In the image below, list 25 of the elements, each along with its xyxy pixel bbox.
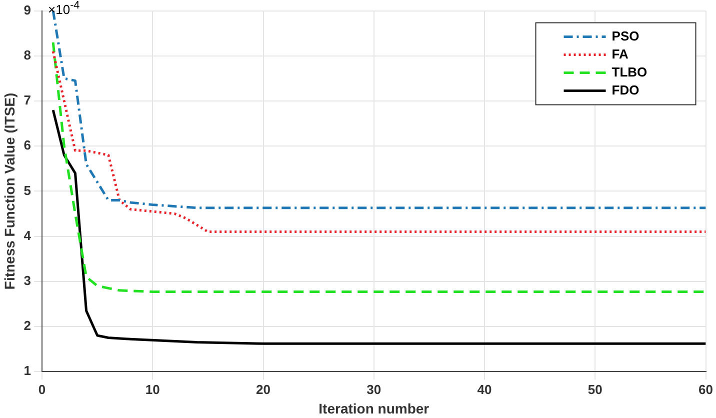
y-axis-title: Fitness Function Value (ITSE) bbox=[1, 92, 18, 290]
y-tick-label: 8 bbox=[24, 47, 32, 62]
legend-label: FDO bbox=[612, 82, 640, 98]
x-tick-label: 60 bbox=[698, 382, 714, 397]
x-tick-label: 20 bbox=[256, 382, 271, 397]
y-tick-label: 9 bbox=[24, 2, 32, 18]
y-tick-label: 6 bbox=[24, 138, 32, 153]
line-series bbox=[52, 50, 706, 234]
x-tick-label: 30 bbox=[366, 382, 382, 397]
x-tick-label: 0 bbox=[38, 382, 46, 397]
y-tick-label: 4 bbox=[24, 228, 32, 243]
legend-label: FA bbox=[612, 46, 629, 62]
y-tick-label: 1 bbox=[24, 363, 32, 378]
x-tick-label: 50 bbox=[588, 382, 602, 397]
y-tick-label: 7 bbox=[24, 92, 32, 108]
y-tick-label: 5 bbox=[24, 182, 32, 198]
x-axis-title: Iteration number bbox=[318, 400, 430, 416]
legend-label: TLBO bbox=[612, 64, 648, 80]
x-tick-label: 40 bbox=[477, 382, 492, 397]
legend-label: PSO bbox=[612, 28, 640, 44]
annotation: ×10$^{-4}$ bbox=[48, 0, 80, 18]
x-tick-label: 10 bbox=[145, 382, 160, 397]
line-series bbox=[52, 41, 706, 294]
y-tick-label: 2 bbox=[24, 318, 32, 334]
y-tick-label: 3 bbox=[24, 272, 32, 288]
